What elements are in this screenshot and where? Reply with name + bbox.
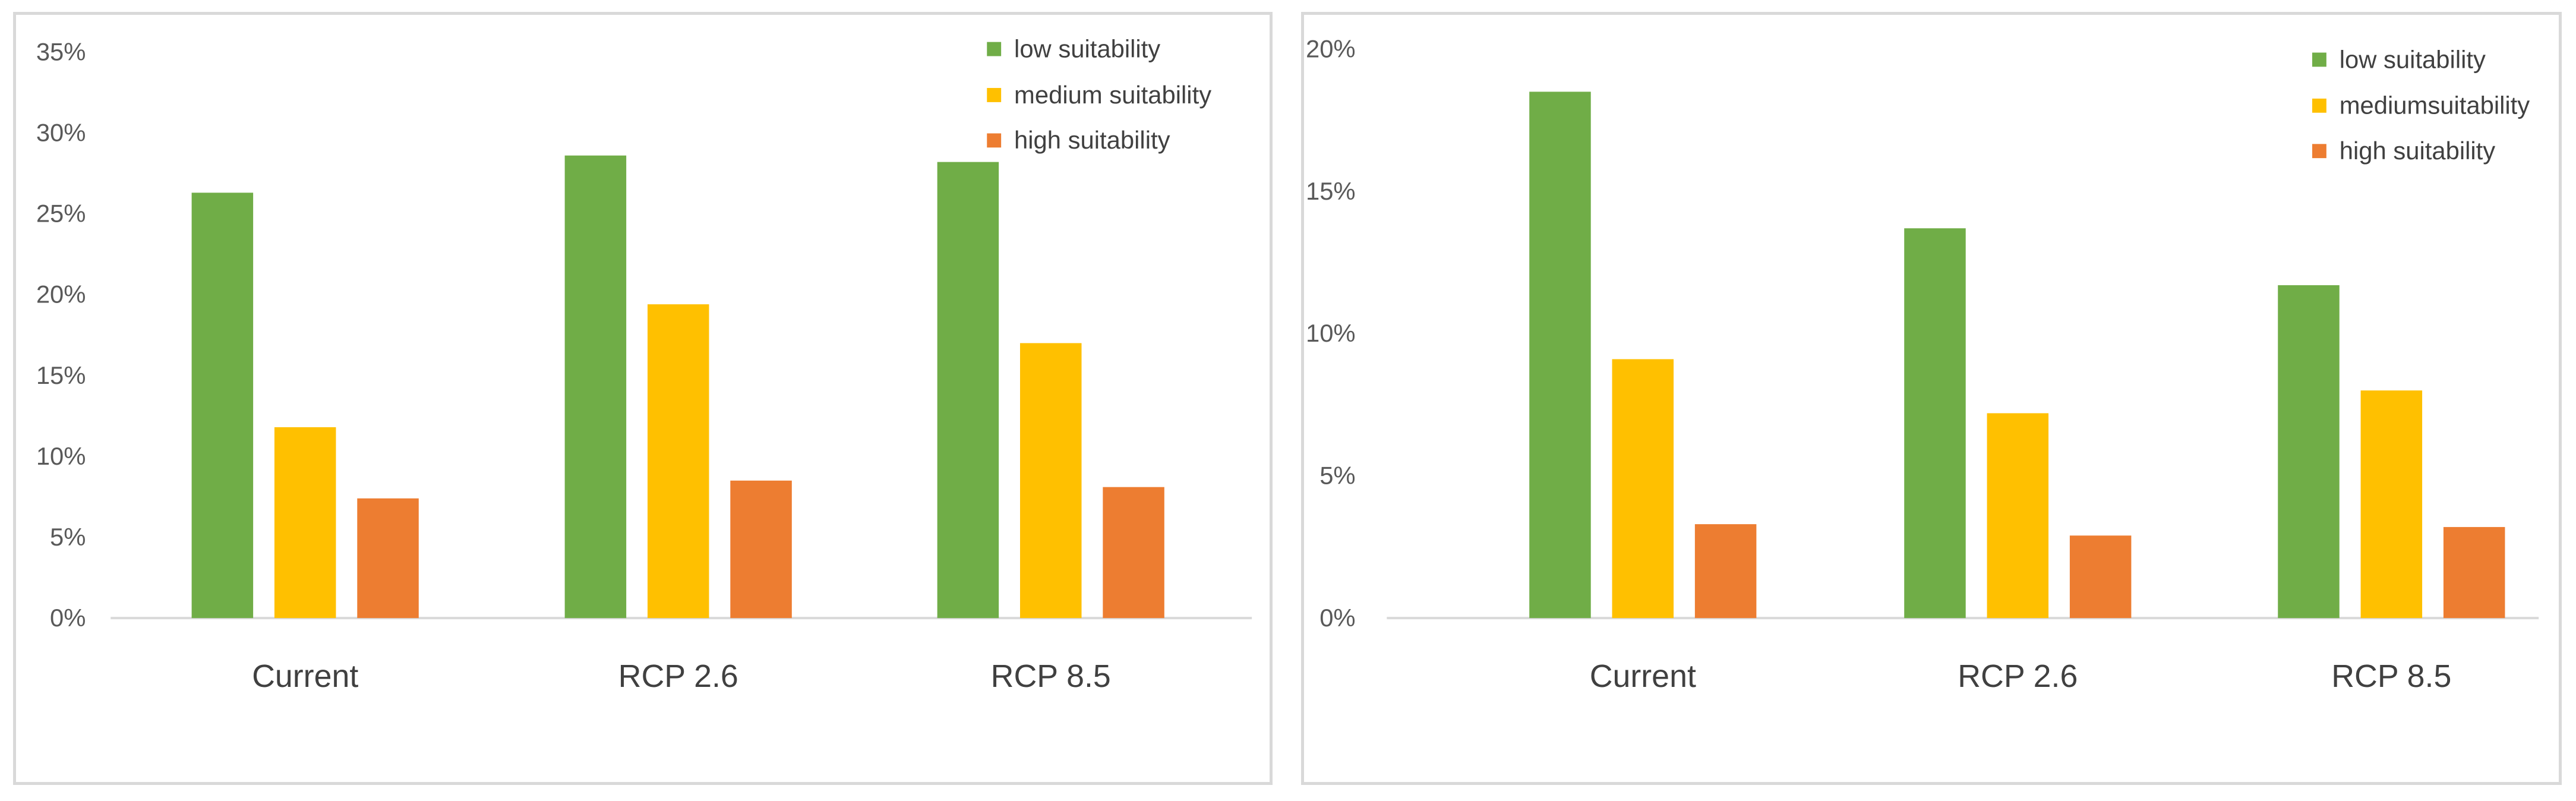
legend-swatch-medium <box>987 88 1002 102</box>
bar-low-0 <box>191 193 254 619</box>
bar-high-1 <box>730 480 792 619</box>
bar-low-2 <box>937 162 999 619</box>
bar-high-2 <box>2443 526 2505 619</box>
y-tick-label: 5% <box>50 523 86 551</box>
bar-low-0 <box>1529 92 1591 619</box>
chart-panel-left: 0% 5% 10% 15% 20% 25% 30% 35% Current RCP 2.6 RCP … <box>13 12 1273 785</box>
y-tick-label: 0% <box>50 604 86 632</box>
legend-swatch-low <box>2312 52 2326 67</box>
bar-chart-right: 0% 5% 10% 15% 20% Current RCP 2.6 RCP 8.5 low su… <box>1306 35 2539 694</box>
bar-medium-2 <box>2360 390 2423 619</box>
y-tick-label: 10% <box>1306 319 1356 347</box>
x-category-label: Current <box>252 658 358 694</box>
legend-swatch-high <box>987 133 1002 148</box>
legend-label: medium suitability <box>1014 81 1211 109</box>
legend-label: low suitability <box>2340 45 2486 73</box>
legend-swatch-medium <box>2312 98 2326 113</box>
bar-low-1 <box>1904 228 1966 619</box>
legend-swatch-low <box>987 42 1002 56</box>
y-tick-label: 0% <box>1319 604 1355 632</box>
bar-medium-2 <box>1019 343 1082 619</box>
y-tick-label: 25% <box>36 200 86 228</box>
x-category-label: RCP 8.5 <box>2331 658 2451 694</box>
legend-label: low suitability <box>1014 35 1160 63</box>
y-tick-label: 10% <box>36 442 86 470</box>
y-tick-label: 20% <box>1306 35 1356 63</box>
y-tick-label: 5% <box>1319 462 1355 490</box>
legend-label: high suitability <box>2340 137 2496 165</box>
legend-label: mediumsuitability <box>2340 92 2530 119</box>
y-tick-label: 15% <box>36 361 86 389</box>
y-tick-label: 20% <box>36 280 86 308</box>
x-category-label: RCP 2.6 <box>618 658 738 694</box>
bar-high-2 <box>1103 487 1164 619</box>
legend-swatch-high <box>2312 144 2326 159</box>
bar-low-1 <box>564 155 627 619</box>
bar-chart-left: 0% 5% 10% 15% 20% 25% 30% 35% Current RCP 2.6 RCP … <box>36 35 1252 694</box>
y-tick-label: 35% <box>36 37 86 65</box>
bar-medium-1 <box>647 304 709 619</box>
bar-low-2 <box>2278 285 2340 619</box>
bar-high-0 <box>357 498 419 619</box>
y-tick-label: 15% <box>1306 177 1356 205</box>
x-category-label: RCP 8.5 <box>991 658 1111 694</box>
bar-high-0 <box>1694 524 1757 619</box>
x-category-label: RCP 2.6 <box>1958 658 2078 694</box>
y-tick-label: 30% <box>36 119 86 147</box>
x-category-label: Current <box>1590 658 1696 694</box>
chart-panel-right: 0% 5% 10% 15% 20% Current RCP 2.6 RCP 8.5 low su… <box>1301 12 2562 785</box>
bar-medium-0 <box>1612 359 1674 619</box>
bar-medium-1 <box>1987 413 2049 619</box>
legend-label: high suitability <box>1014 126 1170 154</box>
bar-high-1 <box>2069 535 2132 619</box>
bar-medium-0 <box>274 427 336 619</box>
